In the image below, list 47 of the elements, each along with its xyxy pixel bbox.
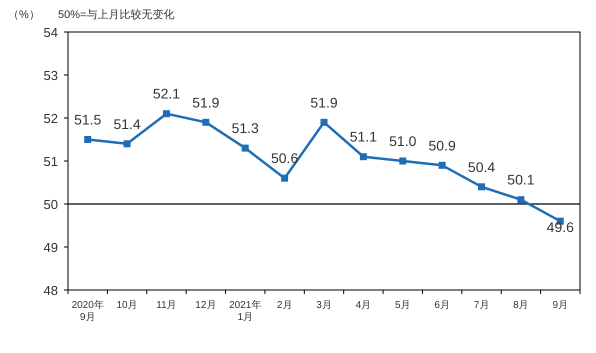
x-tick-label: 5月 xyxy=(394,300,411,311)
text: 50.6 xyxy=(270,150,298,166)
y-tick-label: 49 xyxy=(44,240,58,255)
x-tick-label: 11月 xyxy=(156,300,177,311)
point xyxy=(124,140,131,148)
point xyxy=(320,118,328,126)
x-tick-label: 9月 xyxy=(552,300,568,311)
point xyxy=(242,144,249,152)
x-tick-label: 12月 xyxy=(195,300,216,311)
y-tick-label: 48 xyxy=(44,283,58,298)
point xyxy=(438,162,446,169)
point xyxy=(202,118,210,126)
text: 49.6 xyxy=(546,219,574,236)
y-tick-label: 51 xyxy=(44,154,58,169)
x-tick-label: 3月 xyxy=(316,300,332,311)
text: 51.5 xyxy=(74,112,102,128)
point xyxy=(399,158,406,164)
point xyxy=(84,136,92,143)
x-tick-label: 7月 xyxy=(474,300,490,311)
y-axis-title: （%） xyxy=(8,9,40,21)
y-tick-label: 52 xyxy=(44,111,58,126)
point xyxy=(478,183,486,190)
text: 51.3 xyxy=(232,120,259,136)
point xyxy=(162,110,170,118)
text: 50.4 xyxy=(468,158,496,175)
x-tick-label: 10月 xyxy=(116,300,138,311)
text: 51.1 xyxy=(350,128,378,145)
point xyxy=(517,196,524,204)
x-tick-label: 8月 xyxy=(513,300,529,311)
x-tick-label: 4月 xyxy=(356,300,372,311)
text: 50.9 xyxy=(428,137,456,154)
x-tick-label: 6月 xyxy=(434,300,450,311)
point xyxy=(360,153,367,160)
x-tick-label: 2020年 9月 xyxy=(72,299,104,323)
text: 51.9 xyxy=(192,94,220,110)
text: 50%=与上月比较无变化 xyxy=(58,8,174,21)
text: 52.1 xyxy=(152,86,180,102)
x-tick-label: 2月 xyxy=(276,300,292,311)
y-tick-label: 54 xyxy=(44,25,58,40)
x-tick-label: 2021年 1月 xyxy=(229,299,262,323)
text: 51.4 xyxy=(113,116,141,132)
text: 50.1 xyxy=(507,172,535,188)
y-tick-label: 53 xyxy=(44,68,58,83)
text: 51.9 xyxy=(310,94,338,110)
point xyxy=(281,174,288,182)
text: 51.0 xyxy=(389,133,416,149)
y-tick-label: 50 xyxy=(44,197,58,212)
